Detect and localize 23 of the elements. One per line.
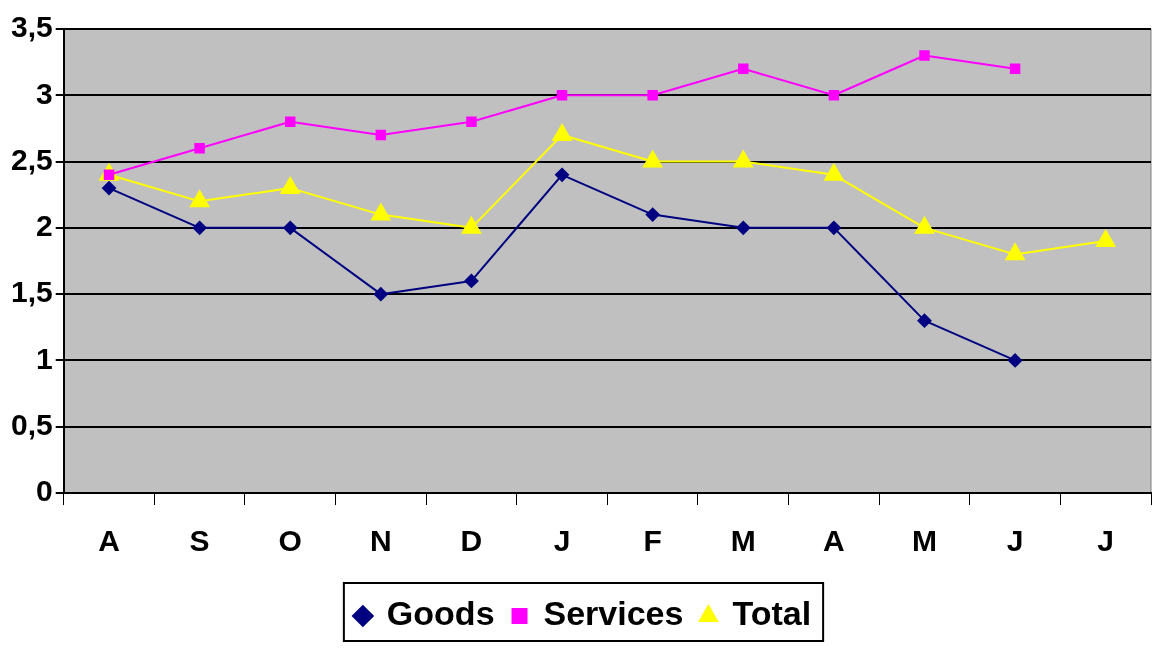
x-tick-label: J — [553, 524, 571, 558]
x-tick-label: A — [98, 524, 120, 558]
x-tick-label: A — [823, 524, 845, 558]
x-tick-label: J — [1006, 524, 1024, 558]
x-tick-label: N — [370, 524, 392, 558]
y-tick-label: 1,5 — [10, 275, 53, 309]
x-tick-label: S — [189, 524, 210, 558]
y-tick-label: 3,5 — [10, 10, 53, 44]
x-tick-label: F — [643, 524, 662, 558]
x-tick-label: O — [278, 524, 302, 558]
legend-label: Total — [732, 594, 812, 633]
y-tick-label: 0 — [36, 474, 53, 508]
y-tick-label: 3 — [36, 76, 53, 110]
x-tick-label: D — [460, 524, 483, 558]
y-tick-label: 0,5 — [10, 407, 53, 441]
y-tick-label: 2 — [36, 209, 53, 243]
legend-label: Goods — [386, 594, 495, 633]
x-tick-label: M — [730, 524, 756, 558]
y-tick-label: 1 — [36, 341, 53, 375]
legend-label: Services — [543, 594, 684, 633]
y-tick-label: 2,5 — [10, 142, 53, 176]
x-tick-label: J — [1097, 524, 1115, 558]
x-tick-label: M — [911, 524, 937, 558]
